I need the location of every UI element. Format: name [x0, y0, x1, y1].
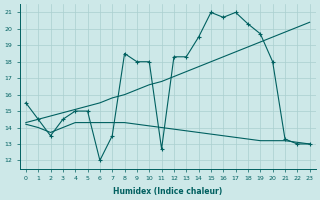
X-axis label: Humidex (Indice chaleur): Humidex (Indice chaleur) [113, 187, 222, 196]
